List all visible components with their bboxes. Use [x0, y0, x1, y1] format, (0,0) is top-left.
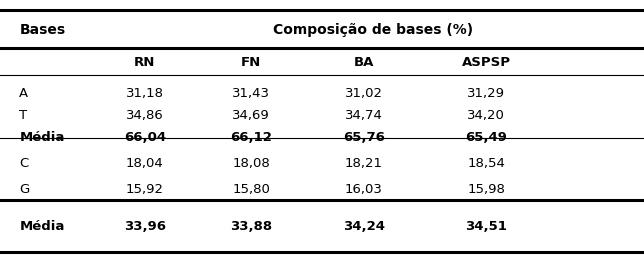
Text: 34,24: 34,24: [343, 220, 385, 233]
Text: C: C: [19, 157, 28, 170]
Text: 31,18: 31,18: [126, 87, 164, 100]
Text: Bases: Bases: [19, 23, 66, 37]
Text: 33,96: 33,96: [124, 220, 166, 233]
Text: ASPSP: ASPSP: [462, 56, 511, 69]
Text: A: A: [19, 87, 28, 100]
Text: 31,29: 31,29: [467, 87, 506, 100]
Text: 18,08: 18,08: [232, 157, 270, 170]
Text: 18,21: 18,21: [345, 157, 383, 170]
Text: Composição de bases (%): Composição de bases (%): [274, 23, 473, 37]
Text: Média: Média: [19, 220, 64, 233]
Text: 33,88: 33,88: [230, 220, 272, 233]
Text: RN: RN: [134, 56, 156, 69]
Text: 31,43: 31,43: [232, 87, 270, 100]
Text: 15,92: 15,92: [126, 183, 164, 196]
Text: 18,04: 18,04: [126, 157, 164, 170]
Text: 34,74: 34,74: [345, 109, 383, 122]
Text: FN: FN: [241, 56, 261, 69]
Text: 34,86: 34,86: [126, 109, 164, 122]
Text: 15,98: 15,98: [468, 183, 505, 196]
Text: T: T: [19, 109, 28, 122]
Text: 34,69: 34,69: [232, 109, 270, 122]
Text: 15,80: 15,80: [232, 183, 270, 196]
Text: 18,54: 18,54: [468, 157, 505, 170]
Text: 34,51: 34,51: [465, 220, 507, 233]
Text: 65,49: 65,49: [465, 131, 507, 144]
Text: 66,04: 66,04: [124, 131, 166, 144]
Text: 65,76: 65,76: [343, 131, 385, 144]
Text: 34,20: 34,20: [468, 109, 505, 122]
Text: Média: Média: [19, 131, 64, 144]
Text: 31,02: 31,02: [345, 87, 383, 100]
Text: G: G: [19, 183, 30, 196]
Text: 66,12: 66,12: [230, 131, 272, 144]
Text: 16,03: 16,03: [345, 183, 383, 196]
Text: BA: BA: [354, 56, 374, 69]
